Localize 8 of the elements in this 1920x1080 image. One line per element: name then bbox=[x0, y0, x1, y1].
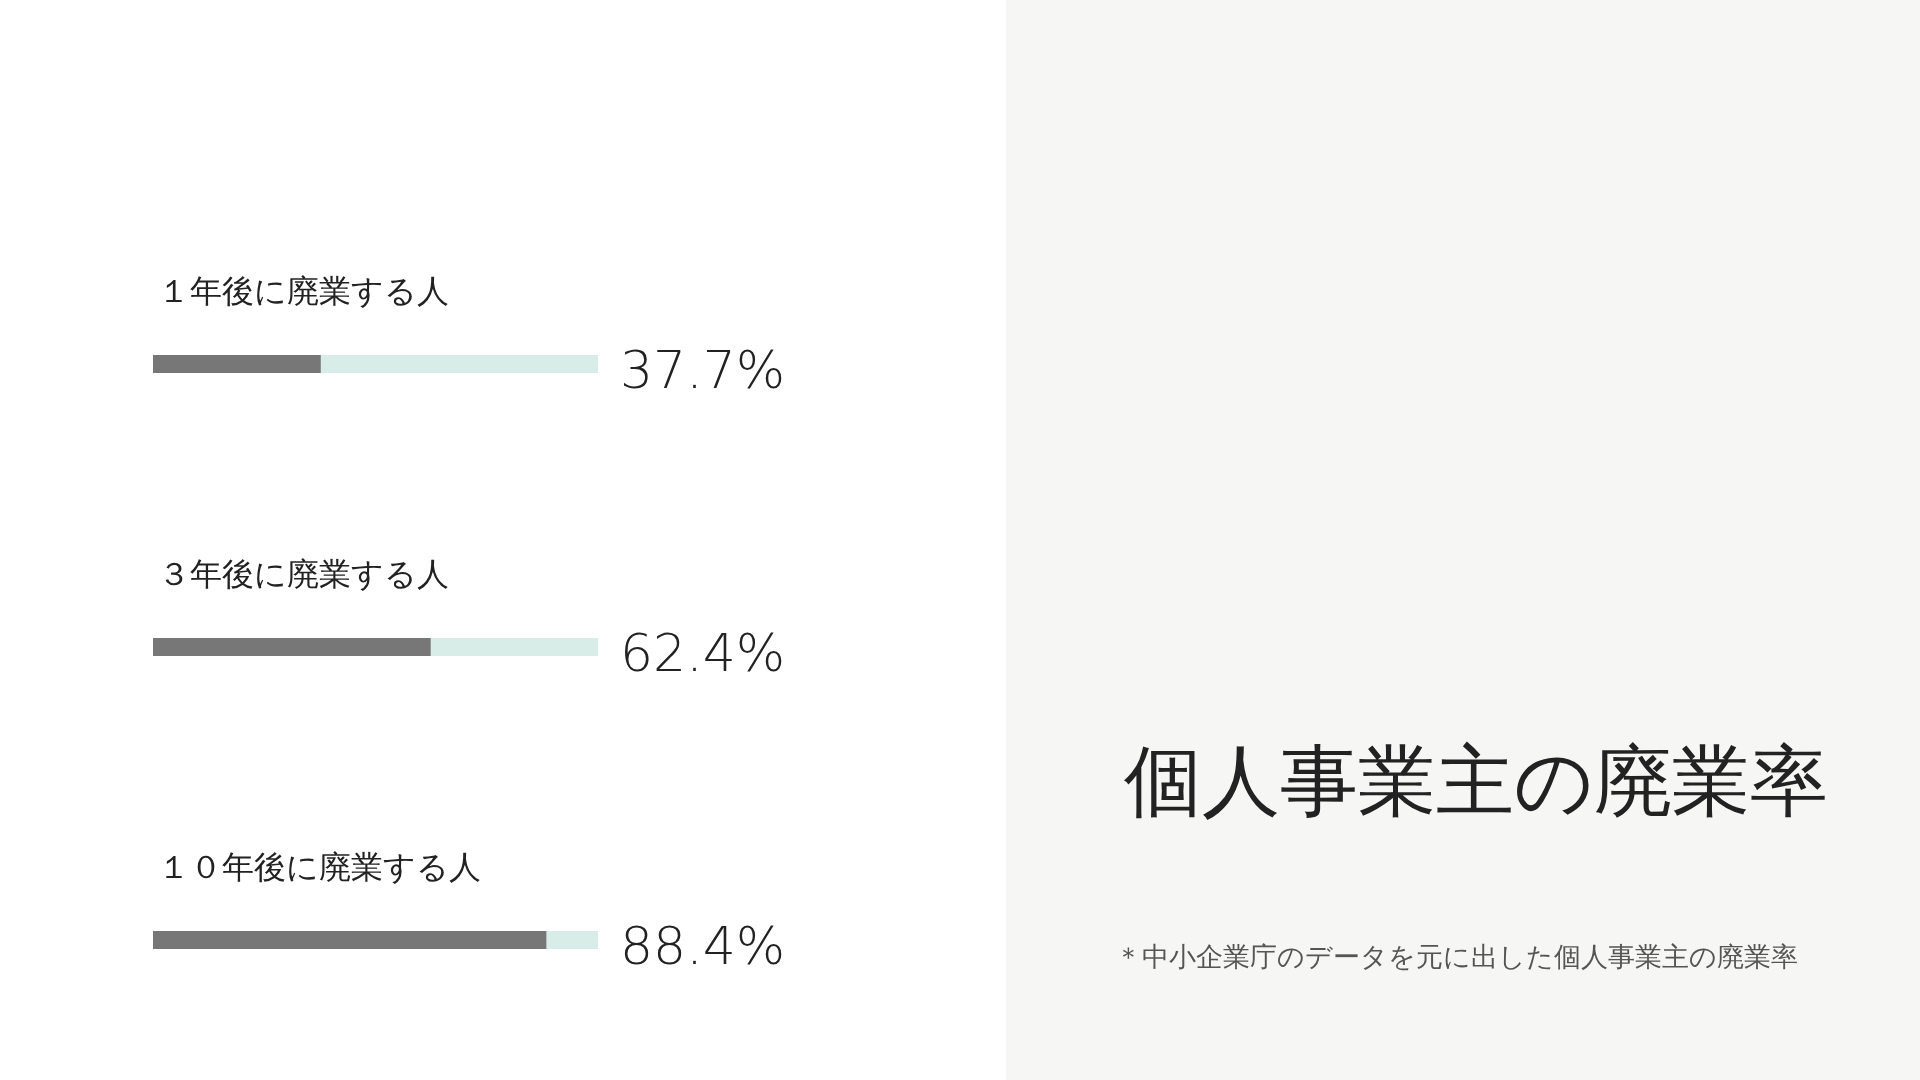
text: ＊中小企業庁のデータを元に出した個人事業主の廃業率 bbox=[1114, 941, 1798, 972]
y-tick-label: １年後に廃業する人 bbox=[158, 272, 449, 310]
text: 個人事業主の廃業率 bbox=[1124, 736, 1828, 826]
y-tick-label: １０年後に廃業する人 bbox=[158, 848, 481, 886]
data-label: 37.7% bbox=[620, 340, 786, 400]
data-label: 62.4% bbox=[620, 623, 786, 683]
y-tick-label: ３年後に廃業する人 bbox=[158, 555, 449, 593]
data-label: 88.4% bbox=[620, 916, 786, 976]
